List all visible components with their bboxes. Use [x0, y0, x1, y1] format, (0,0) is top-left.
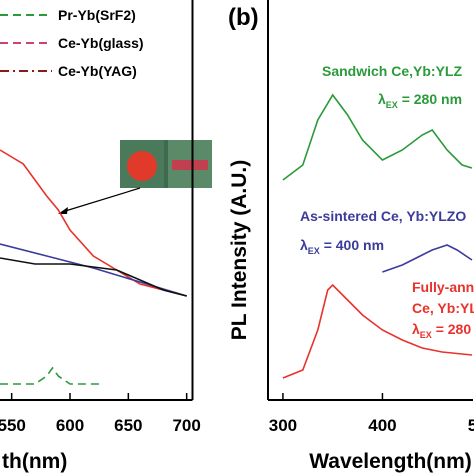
series-line [0, 366, 100, 385]
legend-label: Ce-Yb(glass) [58, 35, 144, 51]
annotation-text: = 400 nm [320, 237, 384, 253]
annotation-text: = 280 nm [398, 91, 462, 107]
annotation-subscript: EX [420, 330, 432, 340]
x-tick-label: 300 [269, 416, 297, 435]
series-line [0, 257, 187, 297]
annotation: λEX = 280 nm [378, 91, 462, 110]
y-axis-title: PL Intensity (A.U.) [228, 160, 251, 340]
series-line [0, 149, 187, 297]
legend-label: Pr-Yb(SrF2) [58, 7, 136, 23]
panel-label: (b) [228, 4, 259, 31]
x-tick-label: 650 [114, 416, 142, 435]
inset-photo [58, 140, 212, 214]
series-line [282, 93, 473, 181]
x-axis-title: th(nm) [2, 450, 67, 473]
series-line [282, 283, 473, 379]
annotation-symbol: λ [378, 91, 386, 107]
annotation: Ce, Yb:YLZO [412, 300, 474, 316]
annotation-symbol: λ [300, 237, 308, 253]
annotation: As-sintered Ce, Yb:YLZO [300, 208, 466, 224]
annotation-subscript: EX [308, 246, 320, 256]
annotation-text: = 280 n [432, 321, 474, 337]
x-axis-title: Wavelength(nm) [309, 450, 472, 473]
series-line [382, 244, 473, 273]
annotation: λEX = 400 nm [300, 237, 384, 256]
annotation-symbol: λ [412, 321, 420, 337]
x-tick-label: 400 [368, 416, 396, 435]
legend-label: Ce-Yb(YAG) [58, 63, 137, 79]
x-tick-label: 600 [56, 416, 84, 435]
annotation-subscript: EX [386, 100, 398, 110]
x-tick-label: 500 [468, 416, 474, 435]
annotation: Sandwich Ce,Yb:YLZ [322, 63, 462, 79]
annotation: Fully-anneal [412, 279, 474, 295]
x-tick-label: 700 [172, 416, 200, 435]
annotation: λEX = 280 n [412, 321, 474, 340]
x-tick-label: 550 [0, 416, 26, 435]
